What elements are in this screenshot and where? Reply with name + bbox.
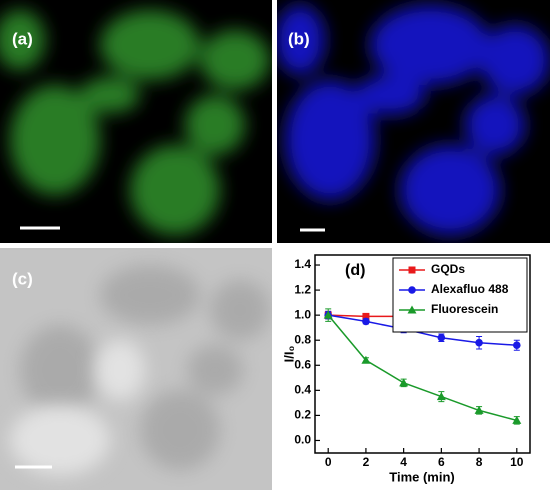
legend-label: Alexafluo 488 <box>431 282 509 296</box>
data-point <box>361 355 371 364</box>
data-point <box>323 310 333 319</box>
y-tick-label: 0.4 <box>294 383 311 397</box>
micrograph-a <box>0 0 272 243</box>
x-axis-label: Time (min) <box>389 469 455 484</box>
panel-label: (b) <box>288 29 310 48</box>
data-point <box>437 333 446 342</box>
data-point <box>474 405 484 414</box>
y-axis-label: I/I₀ <box>281 346 296 363</box>
data-point <box>475 338 483 347</box>
x-tick-label: 10 <box>510 455 524 469</box>
legend-marker <box>408 266 416 274</box>
panel-label: (c) <box>12 269 33 288</box>
legend-label: Fluorescein <box>431 302 498 316</box>
x-tick-label: 2 <box>363 455 370 469</box>
data-point <box>399 378 409 387</box>
micrograph-c <box>0 248 272 490</box>
y-tick-label: 1.4 <box>294 257 311 271</box>
y-tick-label: 0.8 <box>294 332 311 346</box>
y-tick-label: 1.2 <box>294 282 311 296</box>
data-point <box>362 317 370 326</box>
data-point <box>512 341 521 350</box>
legend-label: GQDs <box>431 262 465 276</box>
panel-label: (d) <box>345 262 365 279</box>
x-tick-label: 8 <box>476 455 483 469</box>
legend-marker <box>407 305 417 314</box>
x-tick-label: 6 <box>438 455 445 469</box>
x-tick-label: 4 <box>400 455 407 469</box>
data-point <box>362 312 370 320</box>
y-tick-label: 0.0 <box>294 433 311 447</box>
y-tick-label: 1.0 <box>294 307 311 321</box>
data-point <box>512 415 522 424</box>
y-tick-label: 0.2 <box>294 408 311 422</box>
series-line <box>328 314 517 346</box>
series-line <box>327 314 517 422</box>
panel-label: (a) <box>12 29 33 48</box>
legend-marker <box>408 286 416 294</box>
data-point <box>436 392 446 401</box>
y-tick-label: 0.6 <box>294 357 311 371</box>
x-tick-label: 0 <box>325 455 332 469</box>
micrograph-b <box>277 0 550 243</box>
